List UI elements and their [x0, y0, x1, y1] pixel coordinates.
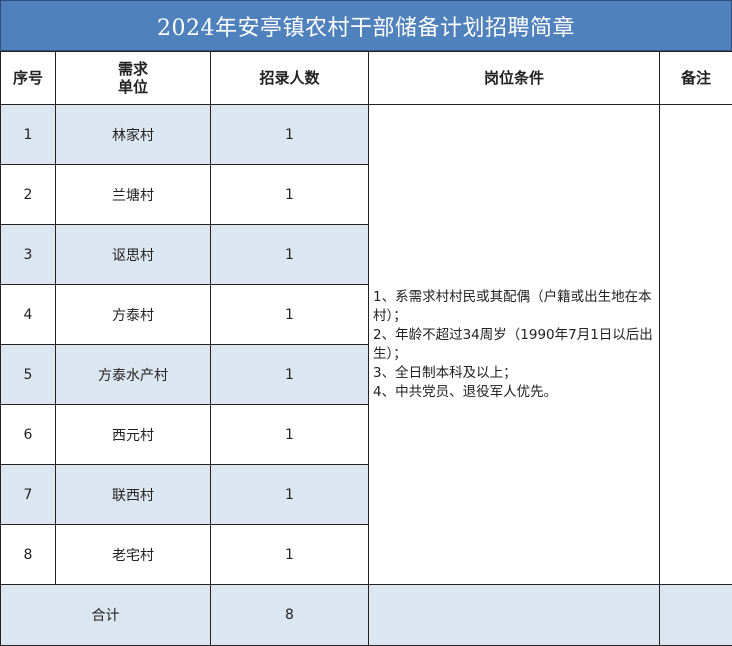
- row-unit: 讴思村: [56, 225, 211, 285]
- condition-4: 4、中共党员、退役军人优先。: [373, 383, 655, 402]
- total-row: 合计 8: [1, 585, 732, 646]
- condition-1: 1、系需求村村民或其配偶（户籍或出生地在本村）；: [373, 288, 655, 326]
- row-unit: 西元村: [56, 405, 211, 465]
- row-no: 1: [1, 105, 56, 165]
- total-count: 8: [211, 585, 369, 646]
- total-label: 合计: [1, 585, 211, 646]
- row-unit: 兰塘村: [56, 165, 211, 225]
- total-conditions-empty: [369, 585, 660, 646]
- condition-2: 2、年龄不超过34周岁（1990年7月1日以后出生）；: [373, 326, 655, 364]
- row-unit: 方泰水产村: [56, 345, 211, 405]
- row-unit: 方泰村: [56, 285, 211, 345]
- row-count: 1: [211, 165, 369, 225]
- row-no: 4: [1, 285, 56, 345]
- row-count: 1: [211, 525, 369, 585]
- row-no: 5: [1, 345, 56, 405]
- header-no: 序号: [1, 52, 56, 105]
- row-count: 1: [211, 225, 369, 285]
- row-no: 2: [1, 165, 56, 225]
- table-row: 1 林家村 1 1、系需求村村民或其配偶（户籍或出生地在本村）； 2、年龄不超过…: [1, 105, 732, 165]
- row-no: 6: [1, 405, 56, 465]
- header-count: 招录人数: [211, 52, 369, 105]
- row-unit: 林家村: [56, 105, 211, 165]
- recruitment-table: 序号 需求 单位 招录人数 岗位条件 备注 1 林家村 1 1、系需求村村民或其…: [0, 51, 732, 646]
- remarks-cell: [660, 105, 732, 585]
- header-unit: 需求 单位: [56, 52, 211, 105]
- header-row: 序号 需求 单位 招录人数 岗位条件 备注: [1, 52, 732, 105]
- header-unit-text: 需求 单位: [118, 60, 148, 96]
- row-count: 1: [211, 405, 369, 465]
- header-remarks: 备注: [660, 52, 732, 105]
- row-no: 3: [1, 225, 56, 285]
- row-no: 8: [1, 525, 56, 585]
- total-remarks-empty: [660, 585, 732, 646]
- conditions-cell: 1、系需求村村民或其配偶（户籍或出生地在本村）； 2、年龄不超过34周岁（199…: [369, 105, 660, 585]
- condition-3: 3、全日制本科及以上；: [373, 364, 655, 383]
- row-count: 1: [211, 345, 369, 405]
- row-unit: 联西村: [56, 465, 211, 525]
- row-no: 7: [1, 465, 56, 525]
- header-conditions: 岗位条件: [369, 52, 660, 105]
- row-count: 1: [211, 285, 369, 345]
- row-count: 1: [211, 465, 369, 525]
- page-title: 2024年安亭镇农村干部储备计划招聘简章: [0, 0, 732, 51]
- row-unit: 老宅村: [56, 525, 211, 585]
- row-count: 1: [211, 105, 369, 165]
